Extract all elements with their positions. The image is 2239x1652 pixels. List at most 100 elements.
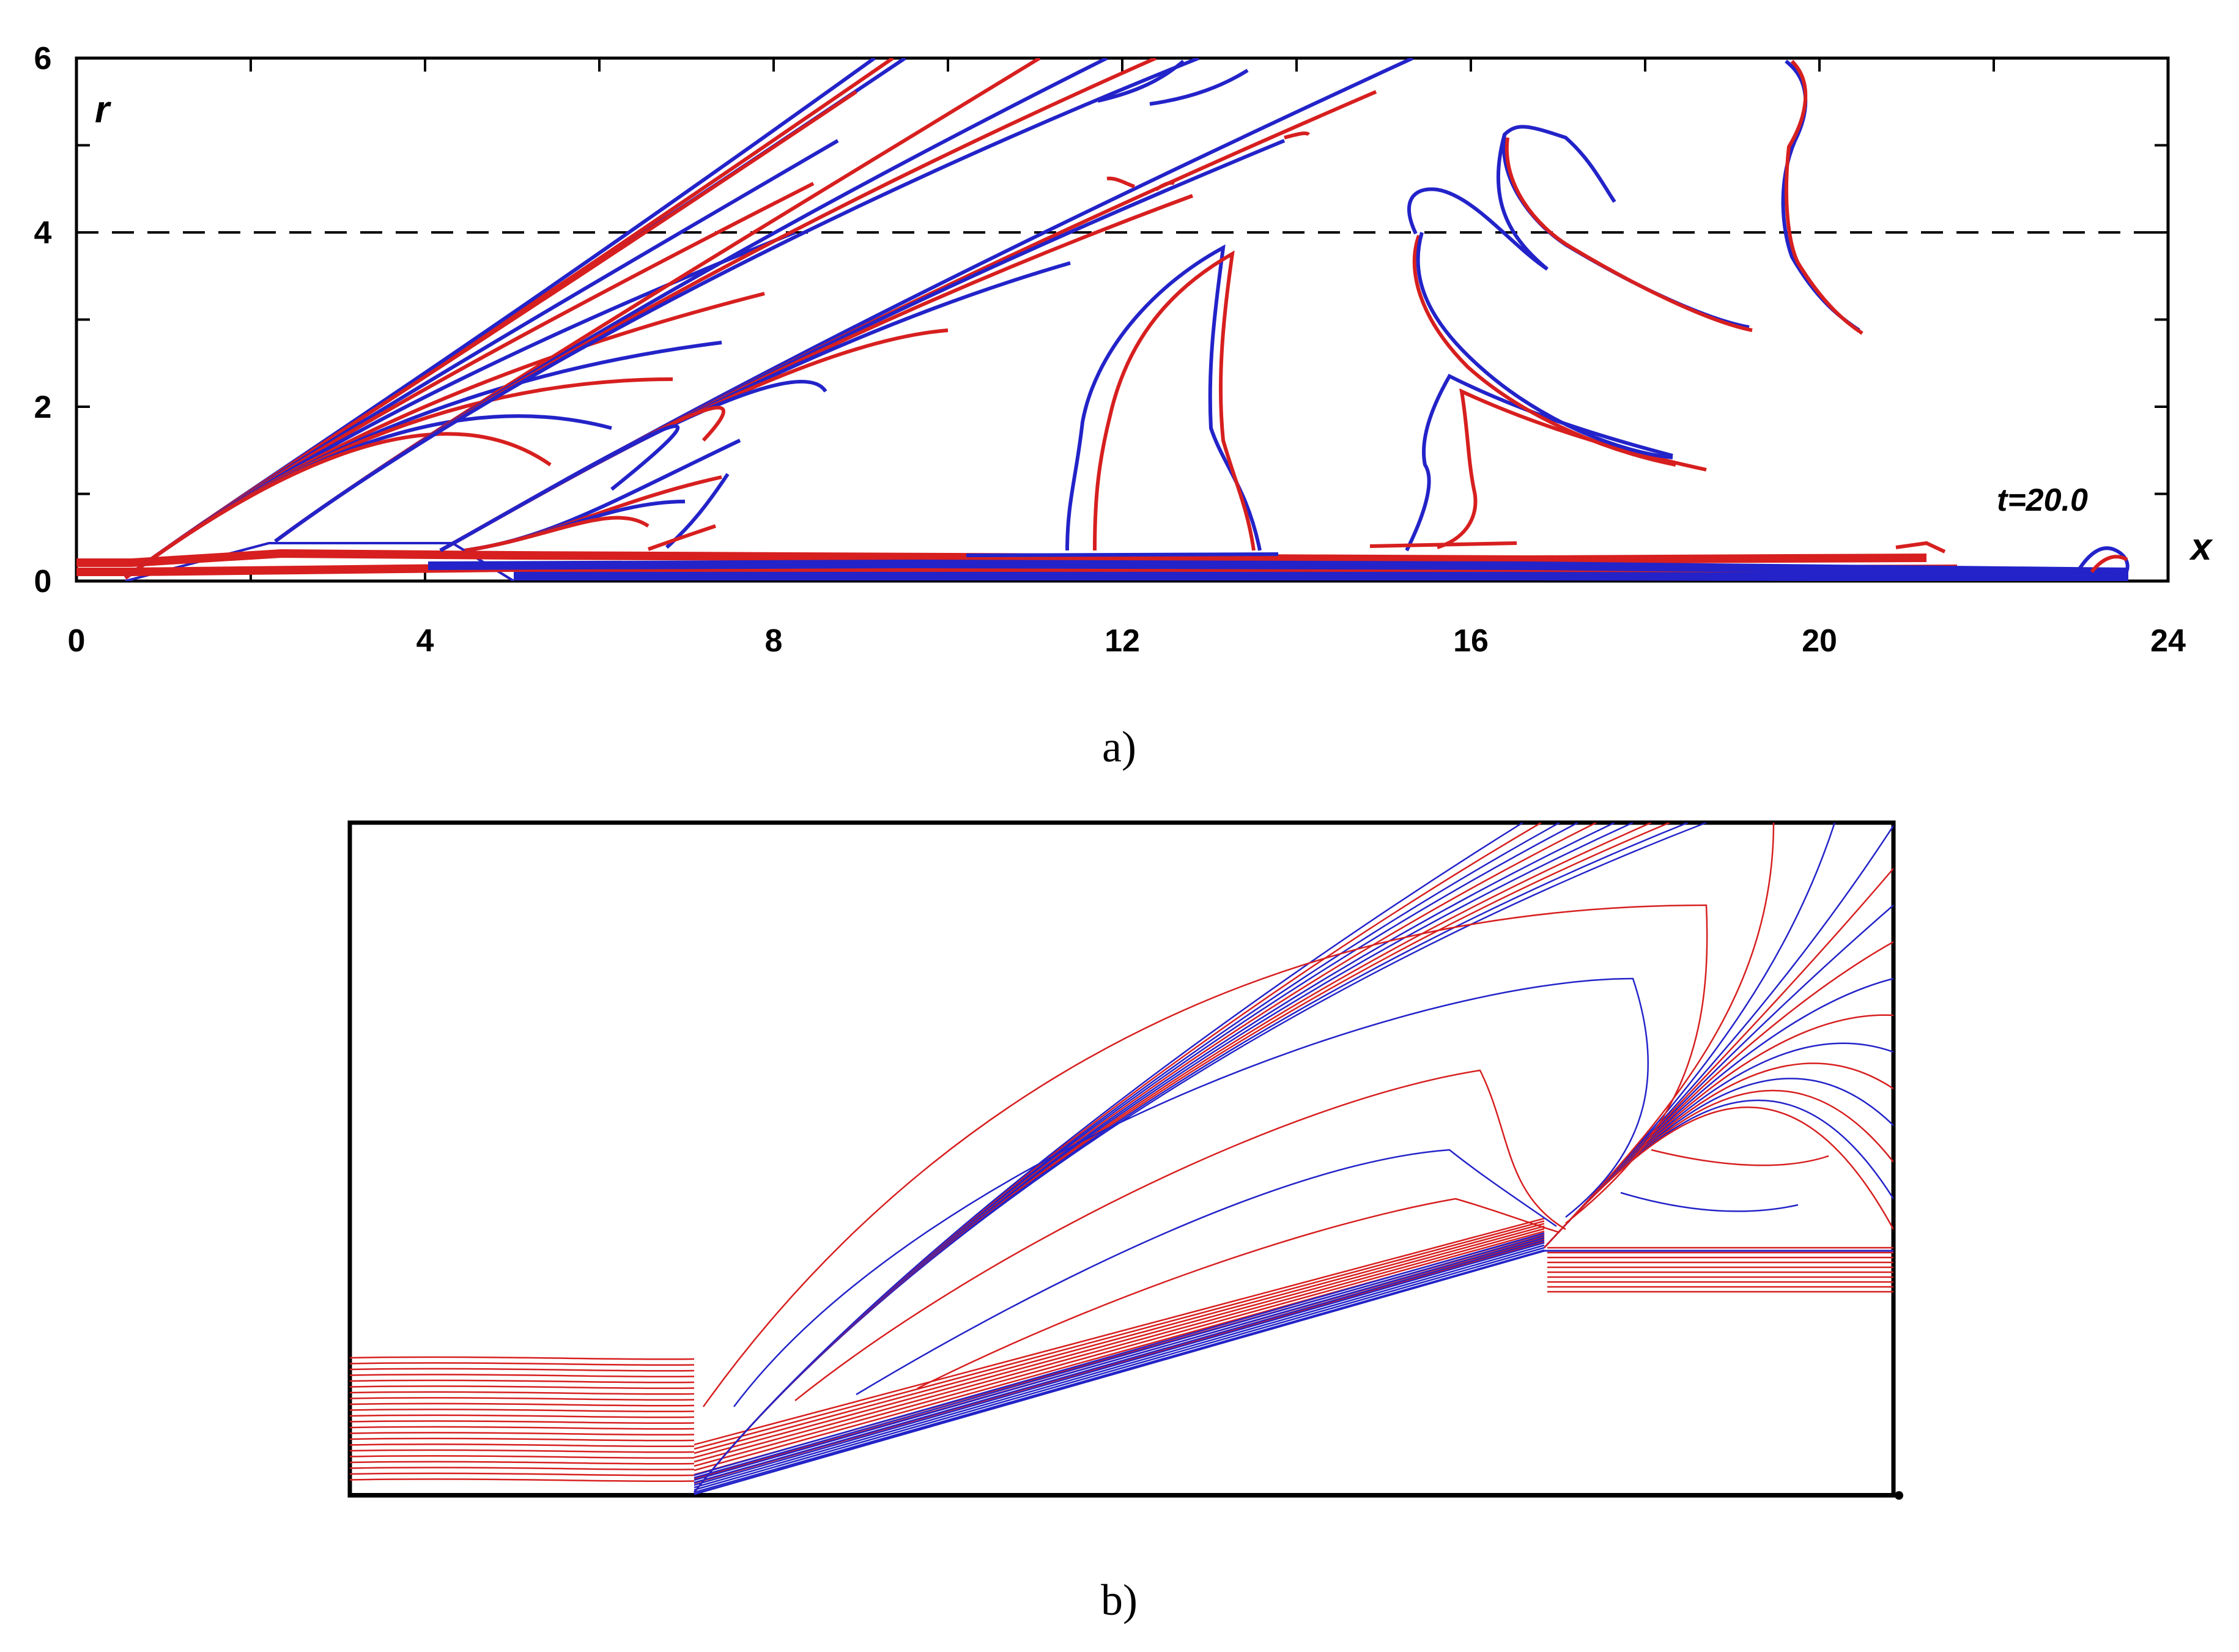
r-tick-label: 6 (34, 41, 52, 76)
ramp-contour (694, 1220, 1545, 1450)
band-contour (350, 1455, 695, 1459)
ramp-contour (694, 1239, 1545, 1484)
r-tick-label: 2 (34, 390, 52, 425)
r-tick-labels: 0 2 4 6 (34, 41, 52, 599)
fan-contour (464, 516, 649, 552)
panel-b-contours (350, 823, 1893, 1495)
fan-b (694, 823, 1893, 1493)
ramp-contour (694, 1249, 1545, 1494)
band-contour (350, 1374, 695, 1378)
panel-a-caption: a) (1102, 722, 1136, 771)
ramp-contour (694, 1223, 1545, 1454)
panel-b-frame (347, 820, 1896, 1498)
fan-lines (124, 58, 1414, 580)
panel-a: 0 4 8 12 16 20 24 0 2 4 6 r x t=20.0 (34, 41, 2213, 771)
ramp-contour (694, 1242, 1545, 1486)
fan-contour (1544, 941, 1893, 1248)
horizontal-bands (350, 1246, 1893, 1483)
fan-contour (439, 379, 827, 552)
x-tick-labels: 0 4 8 12 16 20 24 (68, 623, 2186, 659)
fan-contour (274, 58, 1200, 543)
fan-contour (694, 823, 1542, 1493)
band-contour (350, 1437, 695, 1442)
fan-contour (694, 823, 1560, 1493)
band-contour (350, 1443, 695, 1448)
band-contour (350, 1426, 695, 1430)
r-tick-label: 0 (34, 564, 52, 599)
band-contour (350, 1409, 695, 1413)
panel-a-contours (76, 58, 2130, 581)
fan-contour (464, 439, 741, 552)
loops-b (702, 904, 1829, 1407)
panel-a-ticks (75, 57, 2169, 582)
band-contour (350, 1402, 695, 1407)
band-contour (350, 1391, 695, 1395)
band-contour (350, 1414, 695, 1418)
ramp-contour (694, 1244, 1545, 1489)
r-axis-letter: r (95, 89, 111, 131)
fan-contour (665, 473, 730, 549)
ramp-contour (694, 1246, 1545, 1491)
fan-contour (694, 823, 1634, 1493)
x-tick-label: 20 (1802, 623, 1837, 659)
fan-contour (1544, 1106, 1893, 1248)
fan-contour (694, 823, 1689, 1493)
band-contour (350, 1432, 695, 1436)
mid-field-contours (966, 59, 2130, 580)
r-tick-label: 4 (34, 215, 52, 251)
x-tick-label: 0 (68, 623, 86, 659)
fan-contour (1544, 1042, 1893, 1248)
axis-bands (76, 549, 2129, 581)
panel-a-frame (75, 56, 2170, 583)
panel-b-caption: b) (1101, 1576, 1138, 1624)
fan-contour (694, 823, 1670, 1493)
band-contour (350, 1385, 695, 1390)
fan-contour (1544, 1062, 1893, 1248)
fan-contour (1544, 977, 1893, 1248)
fan-contour (124, 432, 552, 580)
ramp-contour (694, 1230, 1545, 1467)
ramp-contour (694, 1237, 1545, 1481)
fan-contour (694, 823, 1578, 1493)
fan-contour (694, 823, 1652, 1493)
fan-contour (439, 406, 725, 552)
fan-contour (1544, 823, 1775, 1248)
x-tick-label: 4 (416, 623, 434, 659)
x-tick-label: 8 (765, 623, 783, 659)
ramp-contour (694, 1234, 1545, 1479)
x-tick-label: 24 (2150, 623, 2186, 659)
band-contour (350, 1368, 695, 1372)
fan-contour (647, 524, 716, 551)
band-contour (350, 1379, 695, 1383)
ramp-contour (694, 1217, 1545, 1446)
fan-contour (124, 182, 815, 580)
fan-contour (1544, 1089, 1893, 1248)
time-label: t=20.0 (1997, 483, 2088, 518)
fan-contour (439, 424, 679, 552)
band-contour (350, 1472, 695, 1476)
fan-contour (124, 292, 765, 580)
panel-b-corner-dot (1895, 1491, 1903, 1500)
band-contour (350, 1467, 695, 1471)
band-contour (350, 1356, 695, 1360)
fan-contour (694, 823, 1707, 1493)
x-tick-label: 12 (1105, 623, 1140, 659)
band-contour (350, 1478, 695, 1483)
ramp-contour (694, 1232, 1545, 1476)
fan-contour (1544, 825, 1893, 1248)
fan-contour (1544, 823, 1836, 1248)
x-axis-letter: x (2189, 526, 2213, 568)
ramp-contour (694, 1228, 1545, 1463)
fan-contour (1544, 1099, 1893, 1248)
band-contour (350, 1461, 695, 1465)
fan-contour (694, 823, 1597, 1493)
fan-contour (274, 58, 1108, 543)
panel-b: b) (347, 820, 1903, 1624)
fan-contour (1544, 1014, 1893, 1248)
band-contour (350, 1420, 695, 1424)
ramp-bands (694, 1217, 1545, 1494)
fan-contour (694, 823, 1523, 1493)
band-contour (350, 1397, 695, 1401)
band-contour (350, 1362, 695, 1366)
